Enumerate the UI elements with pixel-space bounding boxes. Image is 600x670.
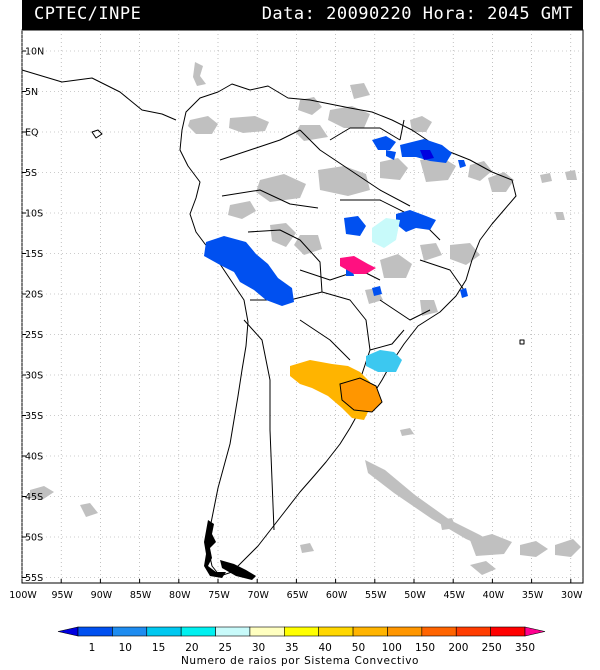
legend-swatch [112,626,148,637]
legend-swatch [490,626,526,637]
legend-swatch [524,626,546,637]
legend-swatch [180,626,216,637]
lat-label: 45S [25,492,43,503]
lat-label: 10S [25,209,43,220]
lon-label: 45W [443,590,465,601]
lon-label: 100W [9,590,37,601]
lat-label: EQ [25,128,38,139]
legend-tick: 200 [448,642,468,654]
legend-swatch [215,626,251,637]
lat-label: 10N [25,47,44,58]
lat-label: 50S [25,533,43,544]
legend-tick: 100 [382,642,402,654]
legend-tick: 20 [185,642,198,654]
lon-label: 65W [287,590,309,601]
latitude-labels: 10N 5N EQ 5S 10S 15S 20S 25S 30S 35S 40S 45S 50S 55S [25,47,44,585]
map-header: CPTEC/INPE Data: 20090220 Hora: 2045 GMT [22,0,583,30]
legend-tick: 35 [285,642,298,654]
legend-swatch [455,626,491,637]
lat-label: 5N [25,87,38,98]
legend-tick: 10 [119,642,132,654]
lat-label: 40S [25,452,43,463]
header-datetime: Data: 20090220 Hora: 2045 GMT [261,4,573,24]
lat-label: 35S [25,411,43,422]
lon-label: 70W [247,590,269,601]
lon-label: 95W [51,590,73,601]
lon-label: 90W [91,590,113,601]
satellite-clouds [30,62,581,575]
coastlines [21,69,525,577]
legend-swatch [249,626,285,637]
lat-label: 5S [25,168,37,179]
legend-swatch [284,626,319,637]
legend-colorbar [57,626,546,637]
lon-label: 50W [404,590,426,601]
legend-swatch [387,626,423,637]
lat-label: 30S [25,371,43,382]
legend-tick: 30 [252,642,265,654]
legend-tick: 50 [352,642,365,654]
lat-label: 55S [25,573,43,584]
lon-label: 30W [561,590,583,601]
legend-swatch [146,626,182,637]
legend-swatch [318,626,354,637]
legend-label: Numero de raios por Sistema Convectivo [180,655,420,667]
legend-tick: 15 [152,642,165,654]
lat-label: 25S [25,330,43,341]
lon-label: 80W [169,590,191,601]
lon-label: 40W [483,590,505,601]
lat-label: 15S [25,249,43,260]
lon-label: 75W [208,590,230,601]
legend-tick: 150 [415,642,435,654]
convective-systems [204,136,468,420]
lon-label: 55W [365,590,387,601]
legend-ticks: 1 10 15 20 25 30 35 40 50 100 150 200 250 350 [89,642,535,654]
header-title: CPTEC/INPE [34,4,142,24]
legend-tick: 250 [482,642,502,654]
legend-swatch [57,626,79,637]
legend-swatch [421,626,457,637]
legend-tick: 40 [318,642,331,654]
legend-tick: 1 [89,642,96,654]
lon-label: 35W [522,590,544,601]
legend-tick: 350 [515,642,535,654]
legend-swatch [352,626,388,637]
lon-label: 60W [326,590,348,601]
lat-label: 20S [25,290,43,301]
map-frame [21,29,584,584]
southern-fjords [204,520,256,580]
lon-label: 85W [130,590,152,601]
legend-tick: 25 [219,642,232,654]
longitude-labels: 100W 95W 90W 85W 80W 75W 70W 65W 60W 55W 50W 45W 40W… [9,590,583,601]
legend-swatch [77,626,113,637]
